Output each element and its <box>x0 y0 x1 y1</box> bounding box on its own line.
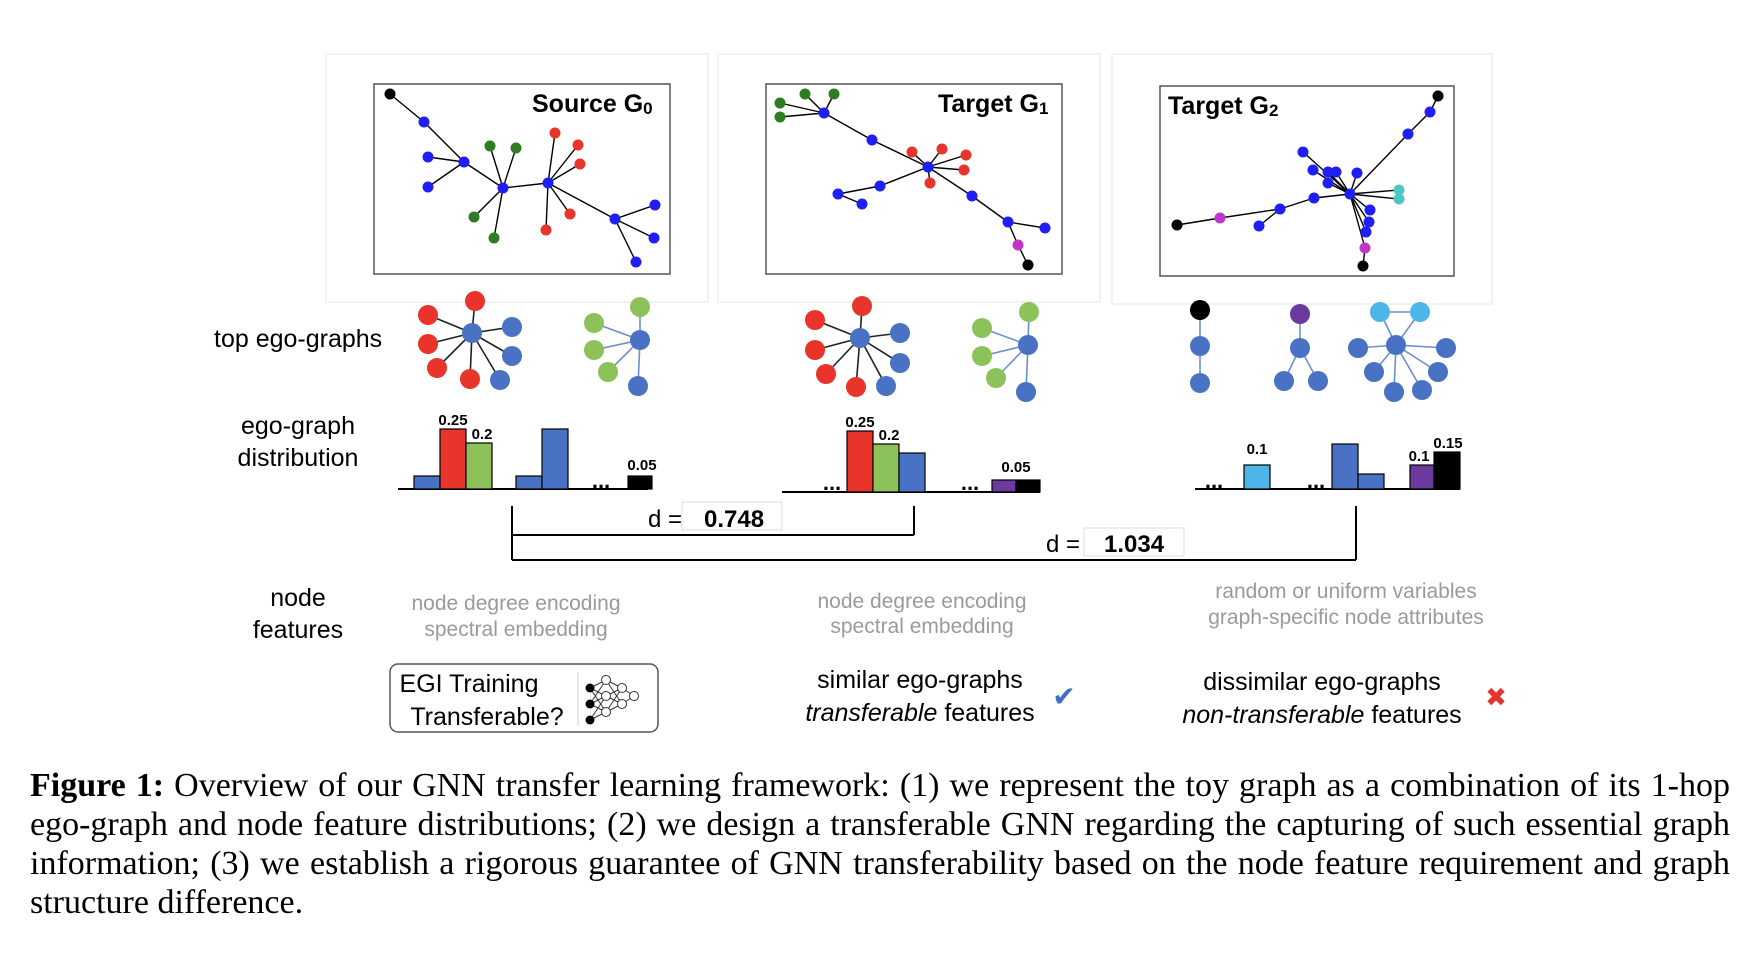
distance-bracket-1 <box>511 506 915 536</box>
target1-bar-green-value: 0.2 <box>879 427 900 444</box>
transferable-features-label: transferable features <box>805 699 1034 727</box>
target1-ego-graph-green <box>972 302 1039 402</box>
target-graph-1-panel: Target G1 <box>717 53 1101 303</box>
distance-1-prefix: d = <box>648 506 682 533</box>
transferable-question-label: Transferable? <box>410 703 563 731</box>
source-histogram: 0.25 0.2 0.05 ... <box>398 412 657 493</box>
node-features-label-1: node <box>270 584 326 612</box>
target2-ego-graph-cyan <box>1348 302 1456 402</box>
caption-label: Figure 1: <box>30 767 165 804</box>
source-bar-black-value: 0.05 <box>627 457 656 474</box>
distance-bracket-2 <box>511 506 1357 561</box>
target2-ego-graph-purple <box>1274 304 1328 391</box>
ego-graph-distribution-label-1: ego-graph <box>241 412 355 440</box>
target-graph-2-title: Target G2 <box>1168 92 1278 120</box>
dissimilar-ego-graphs-label: dissimilar ego-graphs <box>1203 668 1441 696</box>
source-graph-title: Source G0 <box>532 90 653 118</box>
top-ego-graphs-label: top ego-graphs <box>214 325 382 353</box>
check-icon: ✔ <box>1052 681 1075 712</box>
figure-caption: Figure 1: Overview of our GNN transfer l… <box>30 766 1730 922</box>
distance-2-prefix: d = <box>1046 531 1080 558</box>
target2-ego-graph-chain <box>1190 300 1210 393</box>
target2-bar-purple-value: 0.1 <box>1409 448 1430 465</box>
egi-training-box: EGI Training Transferable? <box>389 663 659 733</box>
target2-feature-1: random or uniform variables <box>1215 580 1476 603</box>
source-feature-2: spectral embedding <box>424 618 607 641</box>
source-bar-green-value: 0.2 <box>472 426 493 443</box>
target1-feature-1: node degree encoding <box>817 590 1026 613</box>
source-ellipsis: ... <box>592 468 610 493</box>
target2-ellipsis-2: ... <box>1307 468 1325 493</box>
target1-bar-black-value: 0.05 <box>1001 459 1030 476</box>
distance-2-value: 1.034 <box>1104 531 1165 558</box>
node-features-label-2: features <box>253 616 343 644</box>
target2-ellipsis-1: ... <box>1205 468 1223 493</box>
similar-ego-graphs-label: similar ego-graphs <box>817 666 1023 694</box>
target2-bar-cyan-value: 0.1 <box>1247 441 1268 458</box>
source-bar-red-value: 0.25 <box>438 412 467 429</box>
source-graph-panel: Source G0 <box>325 53 709 303</box>
target1-histogram: 0.25 0.2 0.05 ... ... <box>782 414 1041 495</box>
source-ego-graph-green <box>584 297 650 396</box>
target1-feature-2: spectral embedding <box>830 615 1013 638</box>
target-graph-1-title: Target G1 <box>938 90 1048 118</box>
target2-histogram: 0.1 0.1 0.15 ... ... <box>1195 435 1463 493</box>
egi-training-label: EGI Training <box>400 670 539 698</box>
target2-feature-2: graph-specific node attributes <box>1208 606 1484 629</box>
distance-1-value: 0.748 <box>704 506 764 533</box>
target2-bar-black-value: 0.15 <box>1433 435 1462 452</box>
figure-canvas: Source G0 <box>214 53 1507 733</box>
non-transferable-features-label: non-transferable features <box>1182 701 1461 729</box>
source-ego-graph-red <box>418 291 522 390</box>
ego-graph-distribution-label-2: distribution <box>238 444 359 472</box>
target1-ego-graph-red <box>805 296 910 397</box>
cross-icon: ✖ <box>1485 682 1507 712</box>
target1-bar-red-value: 0.25 <box>845 414 874 431</box>
target1-ellipsis-1: ... <box>823 470 841 495</box>
target-graph-2-panel: Target G2 <box>1111 53 1493 305</box>
source-feature-1: node degree encoding <box>411 592 620 615</box>
caption-text: Overview of our GNN transfer learning fr… <box>30 767 1731 921</box>
target1-ellipsis-2: ... <box>961 470 979 495</box>
neural-network-icon <box>585 675 639 725</box>
